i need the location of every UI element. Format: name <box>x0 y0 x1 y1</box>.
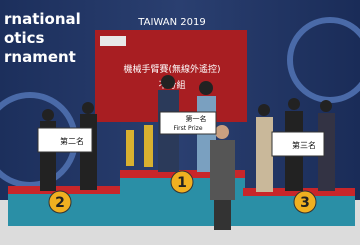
sign-text: 第三名 <box>292 140 316 150</box>
photo: rnational otics rnament TAIWAN 2019 機械手臂… <box>0 0 360 245</box>
logo <box>100 36 126 46</box>
place-number: 3 <box>300 195 310 211</box>
sign-label: First Prize <box>173 125 202 132</box>
banner-text: rnational <box>4 10 81 28</box>
banner-text: rnament <box>4 48 76 66</box>
place-number: 1 <box>177 175 187 191</box>
sign-text: 第一名 <box>186 114 207 123</box>
screen-title: 機械手臂賽(無線外遙控) <box>123 63 220 75</box>
sign-text: 第二名 <box>60 136 84 146</box>
banner-text: otics <box>4 29 45 47</box>
event-name: TAIWAN 2019 <box>137 17 205 28</box>
place-number: 2 <box>55 195 65 211</box>
